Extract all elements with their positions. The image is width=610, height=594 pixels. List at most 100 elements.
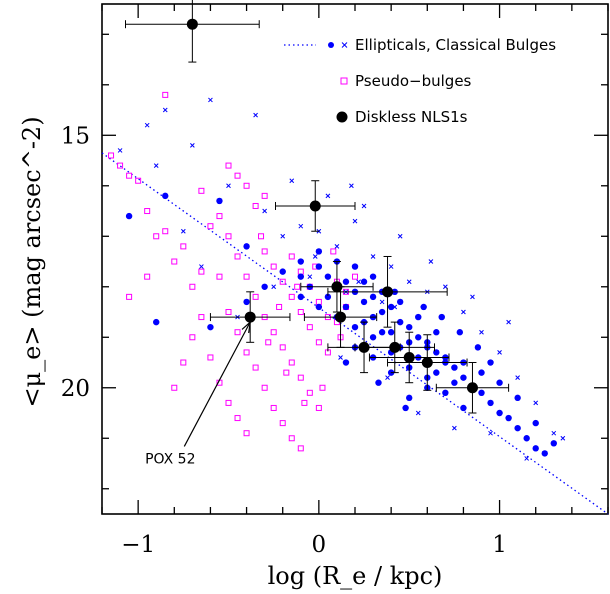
pseudo-bulge-point bbox=[252, 293, 259, 300]
pseudo-bulge-point bbox=[252, 202, 259, 209]
pseudo-bulge-point bbox=[198, 314, 205, 321]
pseudo-bulge-point bbox=[108, 152, 115, 159]
elliptical-point bbox=[406, 323, 413, 331]
pseudo-bulge-point bbox=[207, 223, 214, 230]
nls1-point bbox=[382, 286, 394, 298]
elliptical-point bbox=[369, 334, 377, 341]
elliptical-cross-point bbox=[199, 264, 204, 269]
cross-stroke bbox=[479, 329, 484, 335]
pseudo-bulge-point bbox=[297, 268, 304, 275]
cross-stroke bbox=[379, 299, 385, 305]
legend-label: Diskless NLS1s bbox=[355, 108, 468, 126]
elliptical-point bbox=[360, 278, 368, 285]
elliptical-point bbox=[297, 258, 304, 265]
pseudo-bulges-series bbox=[108, 91, 358, 452]
pseudo-bulge-point bbox=[225, 309, 232, 316]
elliptical-point bbox=[487, 359, 494, 366]
elliptical-point bbox=[478, 369, 485, 376]
elliptical-point bbox=[487, 399, 494, 407]
cross-stroke bbox=[533, 400, 539, 406]
elliptical-point bbox=[505, 414, 512, 422]
cross-stroke bbox=[312, 254, 318, 259]
elliptical-cross-point bbox=[479, 329, 484, 335]
cross-stroke bbox=[338, 355, 343, 360]
elliptical-point bbox=[369, 293, 377, 301]
pseudo-bulge-point bbox=[279, 278, 286, 285]
pseudo-bulge-point bbox=[180, 359, 187, 366]
legend-circle-icon bbox=[336, 111, 348, 123]
pseudo-bulge-point bbox=[319, 384, 326, 391]
elliptical-point bbox=[406, 394, 413, 402]
pseudo-bulge-point bbox=[261, 384, 268, 391]
elliptical-point bbox=[378, 329, 386, 336]
elliptical-point bbox=[541, 450, 548, 457]
elliptical-point bbox=[550, 440, 557, 447]
pseudo-bulge-point bbox=[126, 293, 133, 300]
elliptical-cross-point bbox=[349, 183, 354, 189]
elliptical-point bbox=[207, 323, 214, 331]
nls1-point bbox=[389, 341, 401, 353]
pseudo-bulge-point bbox=[315, 298, 322, 305]
nls1-point-group bbox=[327, 255, 448, 328]
pseudo-bulge-point bbox=[261, 248, 268, 255]
nls1-point-group bbox=[368, 331, 450, 384]
elliptical-cross-point bbox=[144, 122, 150, 128]
elliptical-cross-point bbox=[117, 148, 123, 153]
pseudo-bulge-point bbox=[315, 339, 322, 346]
pseudo-bulge-point bbox=[243, 182, 250, 189]
elliptical-point bbox=[162, 192, 169, 200]
elliptical-cross-point bbox=[524, 456, 530, 461]
elliptical-point bbox=[415, 334, 422, 341]
cross-stroke bbox=[361, 203, 367, 209]
nls1-point-group bbox=[435, 362, 510, 414]
pseudo-bulge-point bbox=[189, 283, 196, 290]
pseudo-bulge-point bbox=[330, 248, 337, 255]
elliptical-cross-point bbox=[262, 208, 267, 214]
elliptical-point bbox=[514, 394, 521, 402]
elliptical-point bbox=[324, 293, 332, 301]
elliptical-cross-point bbox=[415, 410, 421, 416]
elliptical-cross-point bbox=[392, 304, 398, 310]
pseudo-bulge-point bbox=[234, 415, 241, 422]
elliptical-cross-point bbox=[470, 294, 475, 300]
pseudo-bulge-point bbox=[180, 243, 187, 250]
elliptical-cross-point bbox=[506, 319, 511, 325]
elliptical-point bbox=[324, 273, 332, 280]
cross-stroke bbox=[452, 425, 457, 431]
cross-stroke bbox=[307, 274, 313, 280]
elliptical-cross-point bbox=[361, 203, 367, 209]
elliptical-point bbox=[351, 263, 359, 270]
pseudo-bulge-point bbox=[171, 258, 178, 265]
elliptical-point bbox=[378, 308, 386, 316]
pseudo-bulge-point bbox=[225, 233, 232, 240]
elliptical-cross-point bbox=[551, 430, 557, 436]
cross-stroke bbox=[551, 430, 557, 436]
legend-entry: Ellipticals, Classical Bulges bbox=[284, 36, 556, 54]
elliptical-point bbox=[369, 273, 377, 280]
pseudo-bulge-point bbox=[198, 268, 205, 275]
pseudo-bulge-point bbox=[162, 228, 169, 235]
x-tick-label: 1 bbox=[492, 532, 507, 558]
pseudo-bulge-point bbox=[283, 369, 290, 376]
elliptical-point bbox=[342, 278, 350, 285]
cross-stroke bbox=[506, 319, 511, 325]
cross-stroke bbox=[162, 107, 168, 113]
pseudo-bulge-point bbox=[225, 399, 232, 406]
pseudo-bulge-point bbox=[135, 177, 142, 184]
elliptical-cross-point bbox=[338, 355, 343, 360]
ellipticals-series bbox=[117, 97, 566, 461]
legend-entry: Diskless NLS1s bbox=[336, 108, 468, 126]
elliptical-point bbox=[442, 389, 449, 397]
pseudo-bulge-point bbox=[261, 192, 268, 199]
legend-entry: Pseudo−bulges bbox=[340, 72, 472, 90]
x-tick-label: 0 bbox=[312, 532, 327, 558]
nls1-point-group bbox=[303, 286, 378, 348]
cross-stroke bbox=[406, 279, 412, 285]
pseudo-bulge-point bbox=[207, 354, 214, 361]
elliptical-cross-point bbox=[488, 430, 493, 436]
elliptical-cross-point bbox=[253, 112, 258, 118]
elliptical-cross-point bbox=[325, 193, 331, 199]
y-tick-label: 15 bbox=[61, 123, 90, 149]
elliptical-cross-point bbox=[307, 274, 313, 280]
elliptical-point bbox=[532, 445, 539, 452]
